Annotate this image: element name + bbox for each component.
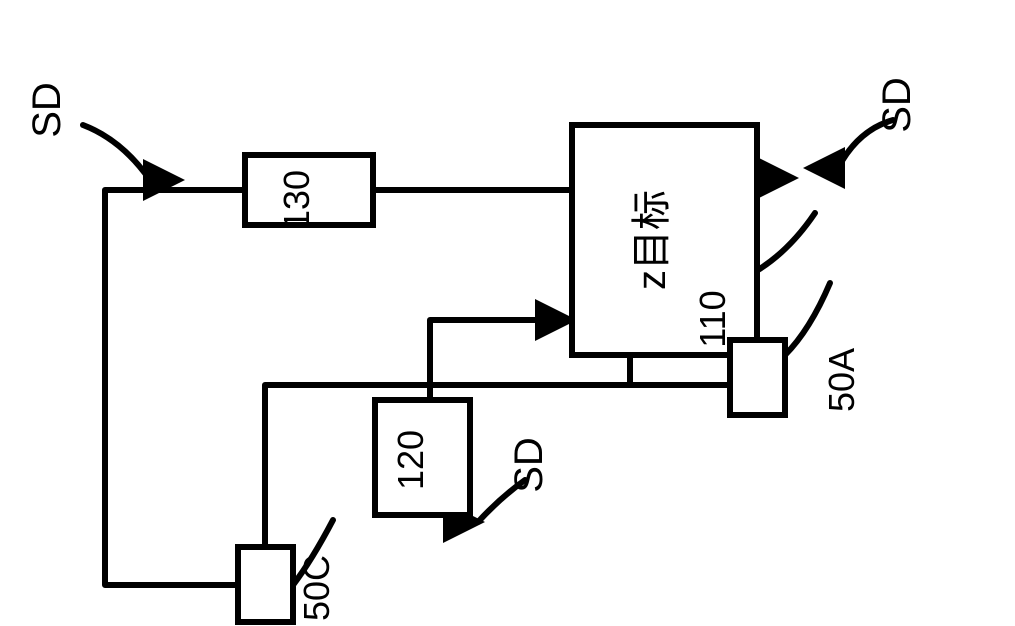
label-130: 130 (276, 170, 317, 230)
label-sd-center: SD (507, 437, 551, 493)
label-110: 110 (692, 290, 733, 347)
label-50C: 50C (296, 555, 337, 621)
block-50A (730, 340, 785, 415)
block-50C (238, 547, 293, 622)
label-sd-top-right: SD (875, 77, 919, 133)
leader-50A (785, 283, 830, 355)
label-50A: 50A (821, 348, 862, 412)
label-sd-top-left: SD (25, 82, 69, 138)
wire-130-to-50c (105, 190, 250, 585)
leader-110 (758, 213, 815, 270)
label-z-target: z目标 (630, 190, 674, 290)
diagram-canvas: 130 z目标 110 120 50C 50A SD SD SD (0, 0, 1015, 626)
label-120: 120 (390, 430, 431, 490)
leader-sd-top-left (83, 125, 178, 180)
